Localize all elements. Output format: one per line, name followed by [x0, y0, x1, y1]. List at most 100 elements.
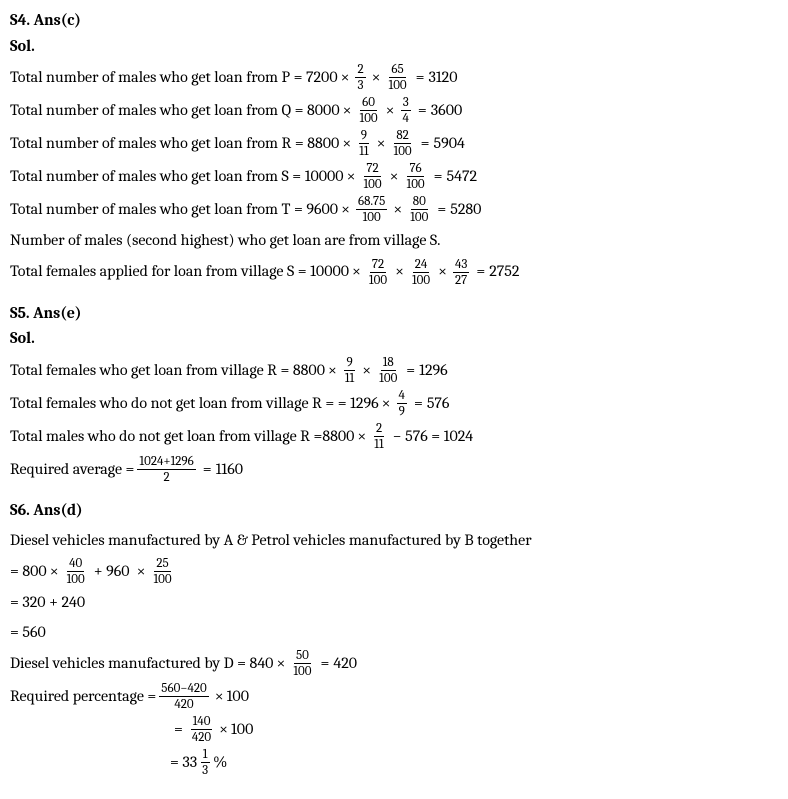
fraction: 911 [343, 356, 356, 385]
times-icon: × [342, 131, 351, 157]
times-icon: × [341, 65, 350, 91]
equals-icon: = [406, 358, 415, 384]
s4-line3: Total number of males who get loan from … [10, 129, 778, 158]
fraction: 560−420420 [159, 682, 208, 711]
text: 100 [227, 684, 249, 710]
s6-line8: = 33 13 % [10, 748, 778, 777]
text: Diesel vehicles manufactured by A & Petr… [10, 528, 532, 554]
text: Total number of males who get loan from … [10, 197, 338, 223]
result: 3120 [429, 65, 458, 91]
result: 1160 [216, 457, 243, 483]
fraction: 1024+12962 [137, 455, 195, 484]
text: Total number of males who get loan from … [10, 65, 338, 91]
fraction: 65100 [386, 63, 408, 92]
fraction: 24100 [410, 258, 432, 287]
times-icon: × [341, 197, 350, 223]
times-icon: × [382, 391, 391, 417]
text: Total number of males who get loan from … [10, 131, 339, 157]
equals-icon: = [174, 717, 183, 743]
times-icon: × [393, 197, 402, 223]
percent-icon: % [213, 750, 227, 776]
fraction: 23 [355, 63, 365, 92]
fraction: 4327 [453, 258, 469, 287]
times-icon: × [276, 651, 285, 677]
s6-line3: = 320 + 240 [10, 590, 778, 616]
text: Total females who do not get loan from v… [10, 391, 379, 417]
s4-line4: Total number of males who get loan from … [10, 162, 778, 191]
fraction: 80100 [408, 195, 430, 224]
equals-icon: = [434, 164, 443, 190]
fraction: 911 [357, 129, 370, 158]
times-icon: × [438, 259, 447, 285]
s4-line1: Total number of males who get loan from … [10, 63, 778, 92]
s4-line2: Total number of males who get loan from … [10, 96, 778, 125]
times-icon: × [347, 164, 356, 190]
equals-icon: = [203, 457, 212, 483]
fraction: 40100 [65, 557, 87, 586]
result: 5280 [450, 197, 481, 223]
times-icon: × [328, 358, 337, 384]
fraction: 49 [397, 389, 407, 418]
equals-icon: = [321, 651, 330, 677]
text: Number of males (second highest) who get… [10, 228, 440, 254]
s6-line1: Diesel vehicles manufactured by A & Petr… [10, 528, 778, 554]
text: − 576 = 1024 [393, 424, 473, 450]
text: Required percentage = [10, 684, 156, 710]
fraction: 68.75100 [356, 195, 387, 224]
s5-sol: Sol. [10, 326, 778, 352]
s6-heading: S6. Ans(d) [10, 498, 778, 524]
equals-icon: = [414, 391, 423, 417]
fraction: 34 [401, 96, 411, 125]
text: Total males who do not get loan from vil… [10, 424, 354, 450]
fraction: 72100 [361, 162, 383, 191]
result: 1296 [419, 358, 448, 384]
fraction: 76100 [404, 162, 426, 191]
times-icon: × [362, 358, 371, 384]
text: Required average = [10, 457, 134, 483]
text: Total number of males who get loan from … [10, 164, 344, 190]
text: Total number of males who get loan from … [10, 98, 340, 124]
text: = 320 + 240 [10, 590, 85, 616]
times-icon: × [390, 164, 399, 190]
s6-line7: = 140420 × 100 [10, 715, 778, 744]
fraction: 60100 [357, 96, 379, 125]
s6-line4: = 560 [10, 620, 778, 646]
times-icon: × [377, 131, 386, 157]
times-icon: × [352, 259, 361, 285]
times-icon: × [219, 717, 228, 743]
mixed-number: = 33 13 % [170, 748, 227, 777]
s5-line4: Required average = 1024+12962 = 1160 [10, 455, 778, 484]
solution-s5: S5. Ans(e) Sol. Total females who get lo… [10, 301, 778, 484]
result: 420 [333, 651, 357, 677]
fraction: 82100 [392, 129, 414, 158]
s6-line2: = 800 × 40100 + 960 × 25100 [10, 557, 778, 586]
s6-line6: Required percentage = 560−420420 × 100 [10, 682, 778, 711]
s5-line3: Total males who do not get loan from vil… [10, 422, 778, 451]
equals-icon: = [476, 259, 485, 285]
s4-line7: Total females applied for loan from vill… [10, 258, 778, 287]
times-icon: × [343, 98, 352, 124]
equals-icon: = [418, 98, 427, 124]
equals-icon: = [437, 197, 446, 223]
s4-line6: Number of males (second highest) who get… [10, 228, 778, 254]
text: + 960 [94, 559, 130, 585]
text: = 33 [170, 750, 197, 776]
s6-line5: Diesel vehicles manufactured by D = 840 … [10, 649, 778, 678]
times-icon: × [395, 259, 404, 285]
equals-icon: = [416, 65, 425, 91]
times-icon: × [137, 559, 146, 585]
s4-line5: Total number of males who get loan from … [10, 195, 778, 224]
result: 5904 [434, 131, 465, 157]
times-icon: × [357, 424, 366, 450]
text: Total females applied for loan from vill… [10, 259, 349, 285]
text: = 560 [10, 620, 46, 646]
fraction: 25100 [151, 557, 173, 586]
times-icon: × [215, 684, 224, 710]
text: = 800 [10, 559, 47, 585]
text: Total females who get loan from village … [10, 358, 325, 384]
fraction: 211 [372, 422, 385, 451]
times-icon: × [386, 98, 395, 124]
solution-s4: S4. Ans(c) Sol. Total number of males wh… [10, 8, 778, 287]
fraction: 140420 [190, 715, 213, 744]
result: 5472 [447, 164, 478, 190]
